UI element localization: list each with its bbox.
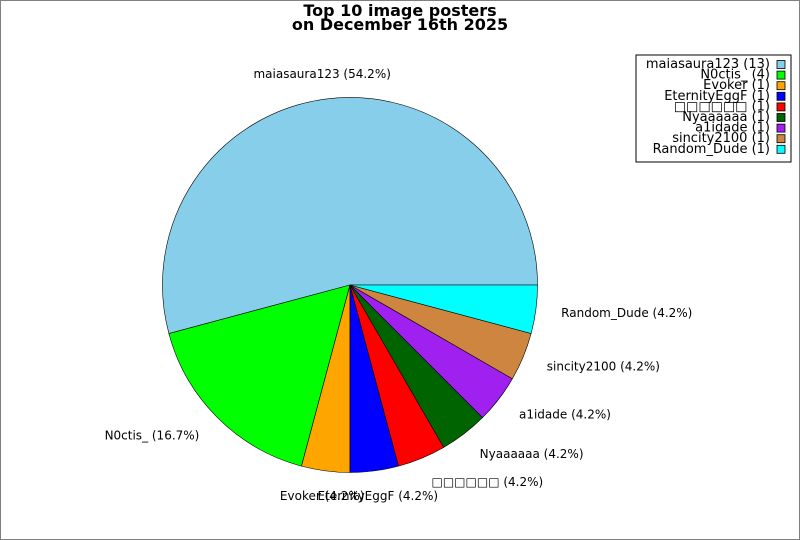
legend-swatch-9 xyxy=(776,144,786,154)
legend-label-8: sincity2100 (1) xyxy=(672,131,770,146)
slice-label-8: sincity2100 (4.2%) xyxy=(547,360,660,374)
legend-label-3: Evoker (1) xyxy=(703,78,770,93)
legend-swatch-4 xyxy=(776,91,786,101)
chart-title: Top 10 image posters xyxy=(303,1,496,20)
legend-label-5: □□□□□□ (1) xyxy=(674,99,770,114)
legend-swatch-6 xyxy=(776,113,786,122)
slice-label-9: Random_Dude (4.2%) xyxy=(561,306,692,320)
slice-label-7: a1idade (4.2%) xyxy=(519,408,611,422)
legend-label-9: Random_Dude (1) xyxy=(653,142,770,157)
legend-swatch-8 xyxy=(776,134,786,144)
legend-label-7: a1idade (1) xyxy=(695,121,770,136)
pie-slice-9 xyxy=(349,284,538,334)
pie-slice-1 xyxy=(162,97,538,334)
legend-swatch-2 xyxy=(776,70,786,80)
slice-label-2: N0ctis_ (16.7%) xyxy=(105,429,200,443)
legend: maiasaura123 (13)N0ctis_ (4)Evoker (1)Et… xyxy=(635,54,792,163)
legend-box xyxy=(635,54,792,163)
legend-label-2: N0ctis_ (4) xyxy=(700,68,770,83)
slice-label-6: Nyaaaaaa (4.2%) xyxy=(480,447,584,461)
legend-label-6: Nyaaaaaa (1) xyxy=(682,110,770,125)
legend-swatch-5 xyxy=(776,102,786,112)
slice-label-4: EternityEggF (4.2%) xyxy=(318,489,439,503)
legend-swatch-1 xyxy=(776,60,786,69)
legend-swatch-3 xyxy=(776,81,786,91)
legend-label-1: maiasaura123 (13) xyxy=(646,57,770,72)
pie-slices xyxy=(162,97,538,473)
chart-subtitle: on December 16th 2025 xyxy=(292,15,508,34)
legend-swatch-7 xyxy=(776,123,786,133)
legend-label-4: EternityEggF (1) xyxy=(664,89,770,104)
slice-labels: maiasaura123 (54.2%) N0ctis_ (16.7%) Evoke… xyxy=(105,67,693,503)
slice-label-1: maiasaura123 (54.2%) xyxy=(253,67,390,81)
slice-label-5: □□□□□□ (4.2%) xyxy=(432,475,544,489)
pie-slice-2 xyxy=(168,284,351,467)
slice-label-3: Evoker (4.2%) xyxy=(280,489,365,503)
